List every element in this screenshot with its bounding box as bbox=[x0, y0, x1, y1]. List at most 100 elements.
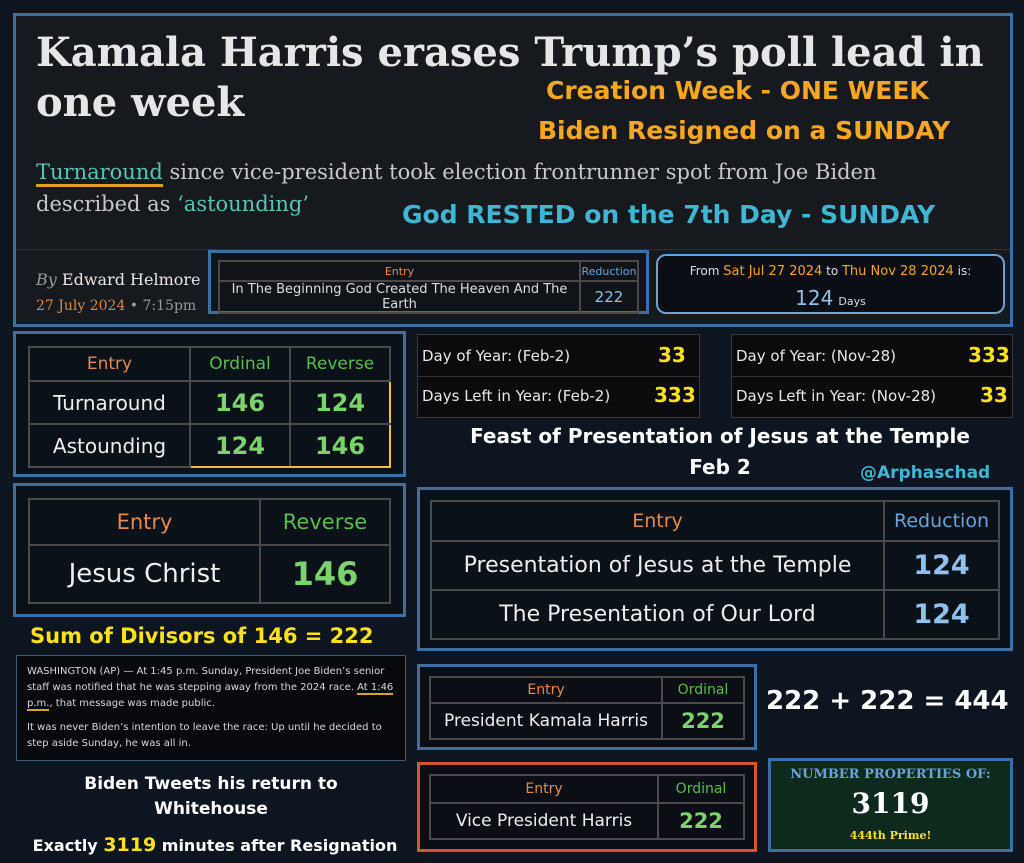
number-properties-panel: NUMBER PROPERTIES OF: 3119 444th Prime! bbox=[768, 758, 1013, 852]
number-properties-number: 3119 bbox=[851, 787, 930, 820]
jesus-header-entry: Entry bbox=[28, 498, 261, 546]
turnaround-header-ordinal: Ordinal bbox=[189, 346, 291, 382]
doy-left-label-0: Day of Year: (Feb-2) bbox=[422, 347, 571, 365]
doy-left-divider bbox=[418, 376, 699, 377]
date-calc-value: 124 bbox=[795, 286, 834, 310]
date-calc-panel: From Sat Jul 27 2024 to Thu Nov 28 2024 … bbox=[656, 254, 1005, 314]
kamala-header-entry: Entry bbox=[429, 676, 663, 704]
news-paragraph-1: WASHINGTON (AP) — At 1:45 p.m. Sunday, P… bbox=[27, 664, 395, 712]
tweet-line-1: Biden Tweets his return to bbox=[84, 774, 338, 794]
presentation-table: Entry Reduction Presentation of Jesus at… bbox=[430, 500, 1000, 640]
vp-value: 222 bbox=[657, 802, 745, 840]
doy-left-value-1: 333 bbox=[654, 383, 696, 407]
news-paragraph-2: It was never Biden’s intention to leave … bbox=[27, 722, 382, 749]
vp-header-entry: Entry bbox=[429, 774, 659, 804]
byline-date: 27 July 2024 bbox=[36, 298, 126, 314]
presentation-table-panel: Entry Reduction Presentation of Jesus at… bbox=[417, 487, 1013, 651]
jesus-table-panel: Entry Reverse Jesus Christ 146 bbox=[13, 483, 406, 617]
doy-left-value-0: 33 bbox=[658, 343, 686, 367]
doy-left-label-1: Days Left in Year: (Feb-2) bbox=[422, 387, 611, 405]
table-row: Turnaround 146 124 bbox=[28, 380, 391, 425]
byline-by: By bbox=[36, 270, 57, 289]
subhead-turnaround: Turnaround bbox=[36, 160, 163, 187]
doy-right-value-1: 33 bbox=[980, 383, 1008, 407]
vp-table-panel: Entry Ordinal Vice President Harris 222 bbox=[417, 762, 757, 852]
tweet-line-3-a: Exactly bbox=[32, 836, 104, 855]
date-calc-to-label: to bbox=[822, 264, 842, 278]
date-calc-range: From Sat Jul 27 2024 to Thu Nov 28 2024 … bbox=[658, 264, 1003, 279]
sum-of-divisors: Sum of Divisors of 146 = 222 bbox=[30, 624, 374, 648]
turnaround-ordinal-1: 124 bbox=[189, 423, 291, 468]
overlay-biden-sunday: Biden Resigned on a SUNDAY bbox=[538, 116, 951, 145]
day-of-year-right: Day of Year: (Nov-28) 333 Days Left in Y… bbox=[731, 334, 1013, 418]
byline-author[interactable]: Edward Helmore bbox=[61, 270, 201, 289]
genesis-header-reduction: Reduction bbox=[579, 260, 639, 282]
tweet-minutes: 3119 bbox=[103, 834, 157, 856]
doy-right-value-0: 333 bbox=[968, 343, 1010, 367]
subhead-astounding: ‘astounding’ bbox=[177, 192, 310, 216]
jesus-header-reverse: Reverse bbox=[259, 498, 391, 546]
number-properties-note: 444th Prime! bbox=[849, 829, 932, 842]
turnaround-reverse-0: 124 bbox=[289, 380, 391, 425]
byline: By Edward Helmore bbox=[36, 270, 200, 289]
presentation-value-0: 124 bbox=[883, 540, 1000, 591]
tweet-line-2: Whitehouse bbox=[154, 799, 268, 819]
jesus-value: 146 bbox=[259, 544, 391, 604]
presentation-value-1: 124 bbox=[883, 589, 1000, 640]
news-p1-highlight: At 1:46 p.m. bbox=[27, 682, 394, 711]
vp-entry: Vice President Harris bbox=[429, 802, 659, 840]
kamala-header-ordinal: Ordinal bbox=[661, 676, 745, 704]
genesis-entry: In The Beginning God Created The Heaven … bbox=[218, 280, 581, 314]
genesis-header-entry: Entry bbox=[218, 260, 581, 282]
vp-table: Entry Ordinal Vice President Harris 222 bbox=[429, 774, 745, 840]
table-row: Astounding 124 146 bbox=[28, 423, 391, 468]
turnaround-header-reverse: Reverse bbox=[289, 346, 391, 382]
headline: Kamala Harris erases Trump’s poll lead i… bbox=[36, 29, 984, 126]
doy-right-label-0: Day of Year: (Nov-28) bbox=[736, 347, 897, 365]
table-row: Presentation of Jesus at the Temple 124 bbox=[430, 540, 1000, 591]
kamala-entry: President Kamala Harris bbox=[429, 702, 663, 740]
vp-header-ordinal: Ordinal bbox=[657, 774, 745, 804]
table-row: The Presentation of Our Lord 124 bbox=[430, 589, 1000, 640]
jesus-entry: Jesus Christ bbox=[28, 544, 261, 604]
news-p1-b: , that message was made public. bbox=[49, 698, 215, 709]
byline-divider bbox=[16, 249, 1010, 250]
genesis-value: 222 bbox=[579, 280, 639, 314]
author-handle[interactable]: @Arphaschad bbox=[860, 463, 991, 483]
date-calc-to-date: Thu Nov 28 2024 bbox=[841, 264, 954, 279]
turnaround-table-panel: Entry Ordinal Reverse Turnaround 146 124… bbox=[13, 331, 406, 477]
doy-right-divider bbox=[732, 376, 1012, 377]
kamala-value: 222 bbox=[661, 702, 745, 740]
date-calc-unit: Days bbox=[838, 295, 866, 308]
date-calc-from-date: Sat Jul 27 2024 bbox=[723, 264, 823, 279]
doy-right-label-1: Days Left in Year: (Nov-28) bbox=[736, 387, 937, 405]
subhead-rest: since vice-president took election front… bbox=[36, 160, 877, 216]
turnaround-reverse-1: 146 bbox=[289, 423, 391, 468]
presentation-entry-1: The Presentation of Our Lord bbox=[430, 589, 885, 640]
byline-datetime: 27 July 2024 • 7:15pm bbox=[36, 298, 196, 314]
feast-date: Feb 2 bbox=[689, 455, 751, 479]
news-excerpt: WASHINGTON (AP) — At 1:45 p.m. Sunday, P… bbox=[16, 655, 406, 761]
news-p1-a: WASHINGTON (AP) — At 1:45 p.m. Sunday, P… bbox=[27, 666, 385, 693]
genesis-table-panel: Entry Reduction In The Beginning God Cre… bbox=[208, 250, 649, 314]
number-properties-title: NUMBER PROPERTIES OF: bbox=[790, 767, 991, 782]
genesis-table: Entry Reduction In The Beginning God Cre… bbox=[218, 260, 639, 314]
presentation-header-entry: Entry bbox=[430, 500, 885, 542]
turnaround-entry-0: Turnaround bbox=[28, 380, 191, 425]
feast-title: Feast of Presentation of Jesus at the Te… bbox=[470, 424, 970, 448]
overlay-creation-week: Creation Week - ONE WEEK bbox=[546, 76, 929, 105]
date-calc-result: 124 Days bbox=[658, 286, 1003, 310]
turnaround-header-entry: Entry bbox=[28, 346, 191, 382]
tweet-line-3-b: minutes after Resignation bbox=[156, 836, 398, 855]
turnaround-entry-1: Astounding bbox=[28, 423, 191, 468]
date-calc-is-label: is: bbox=[953, 264, 972, 278]
kamala-table: Entry Ordinal President Kamala Harris 22… bbox=[429, 676, 745, 740]
kamala-table-panel: Entry Ordinal President Kamala Harris 22… bbox=[417, 664, 757, 750]
date-calc-from-label: From bbox=[689, 264, 724, 278]
subhead: Turnaround since vice-president took ele… bbox=[36, 156, 916, 220]
tweet-line-3: Exactly 3119 minutes after Resignation bbox=[16, 834, 414, 856]
day-of-year-left: Day of Year: (Feb-2) 33 Days Left in Yea… bbox=[417, 334, 700, 418]
sum-equation: 222 + 222 = 444 bbox=[766, 686, 1009, 716]
overlay-god-rested: God RESTED on the 7th Day - SUNDAY bbox=[402, 200, 936, 229]
presentation-header-reduction: Reduction bbox=[883, 500, 1000, 542]
